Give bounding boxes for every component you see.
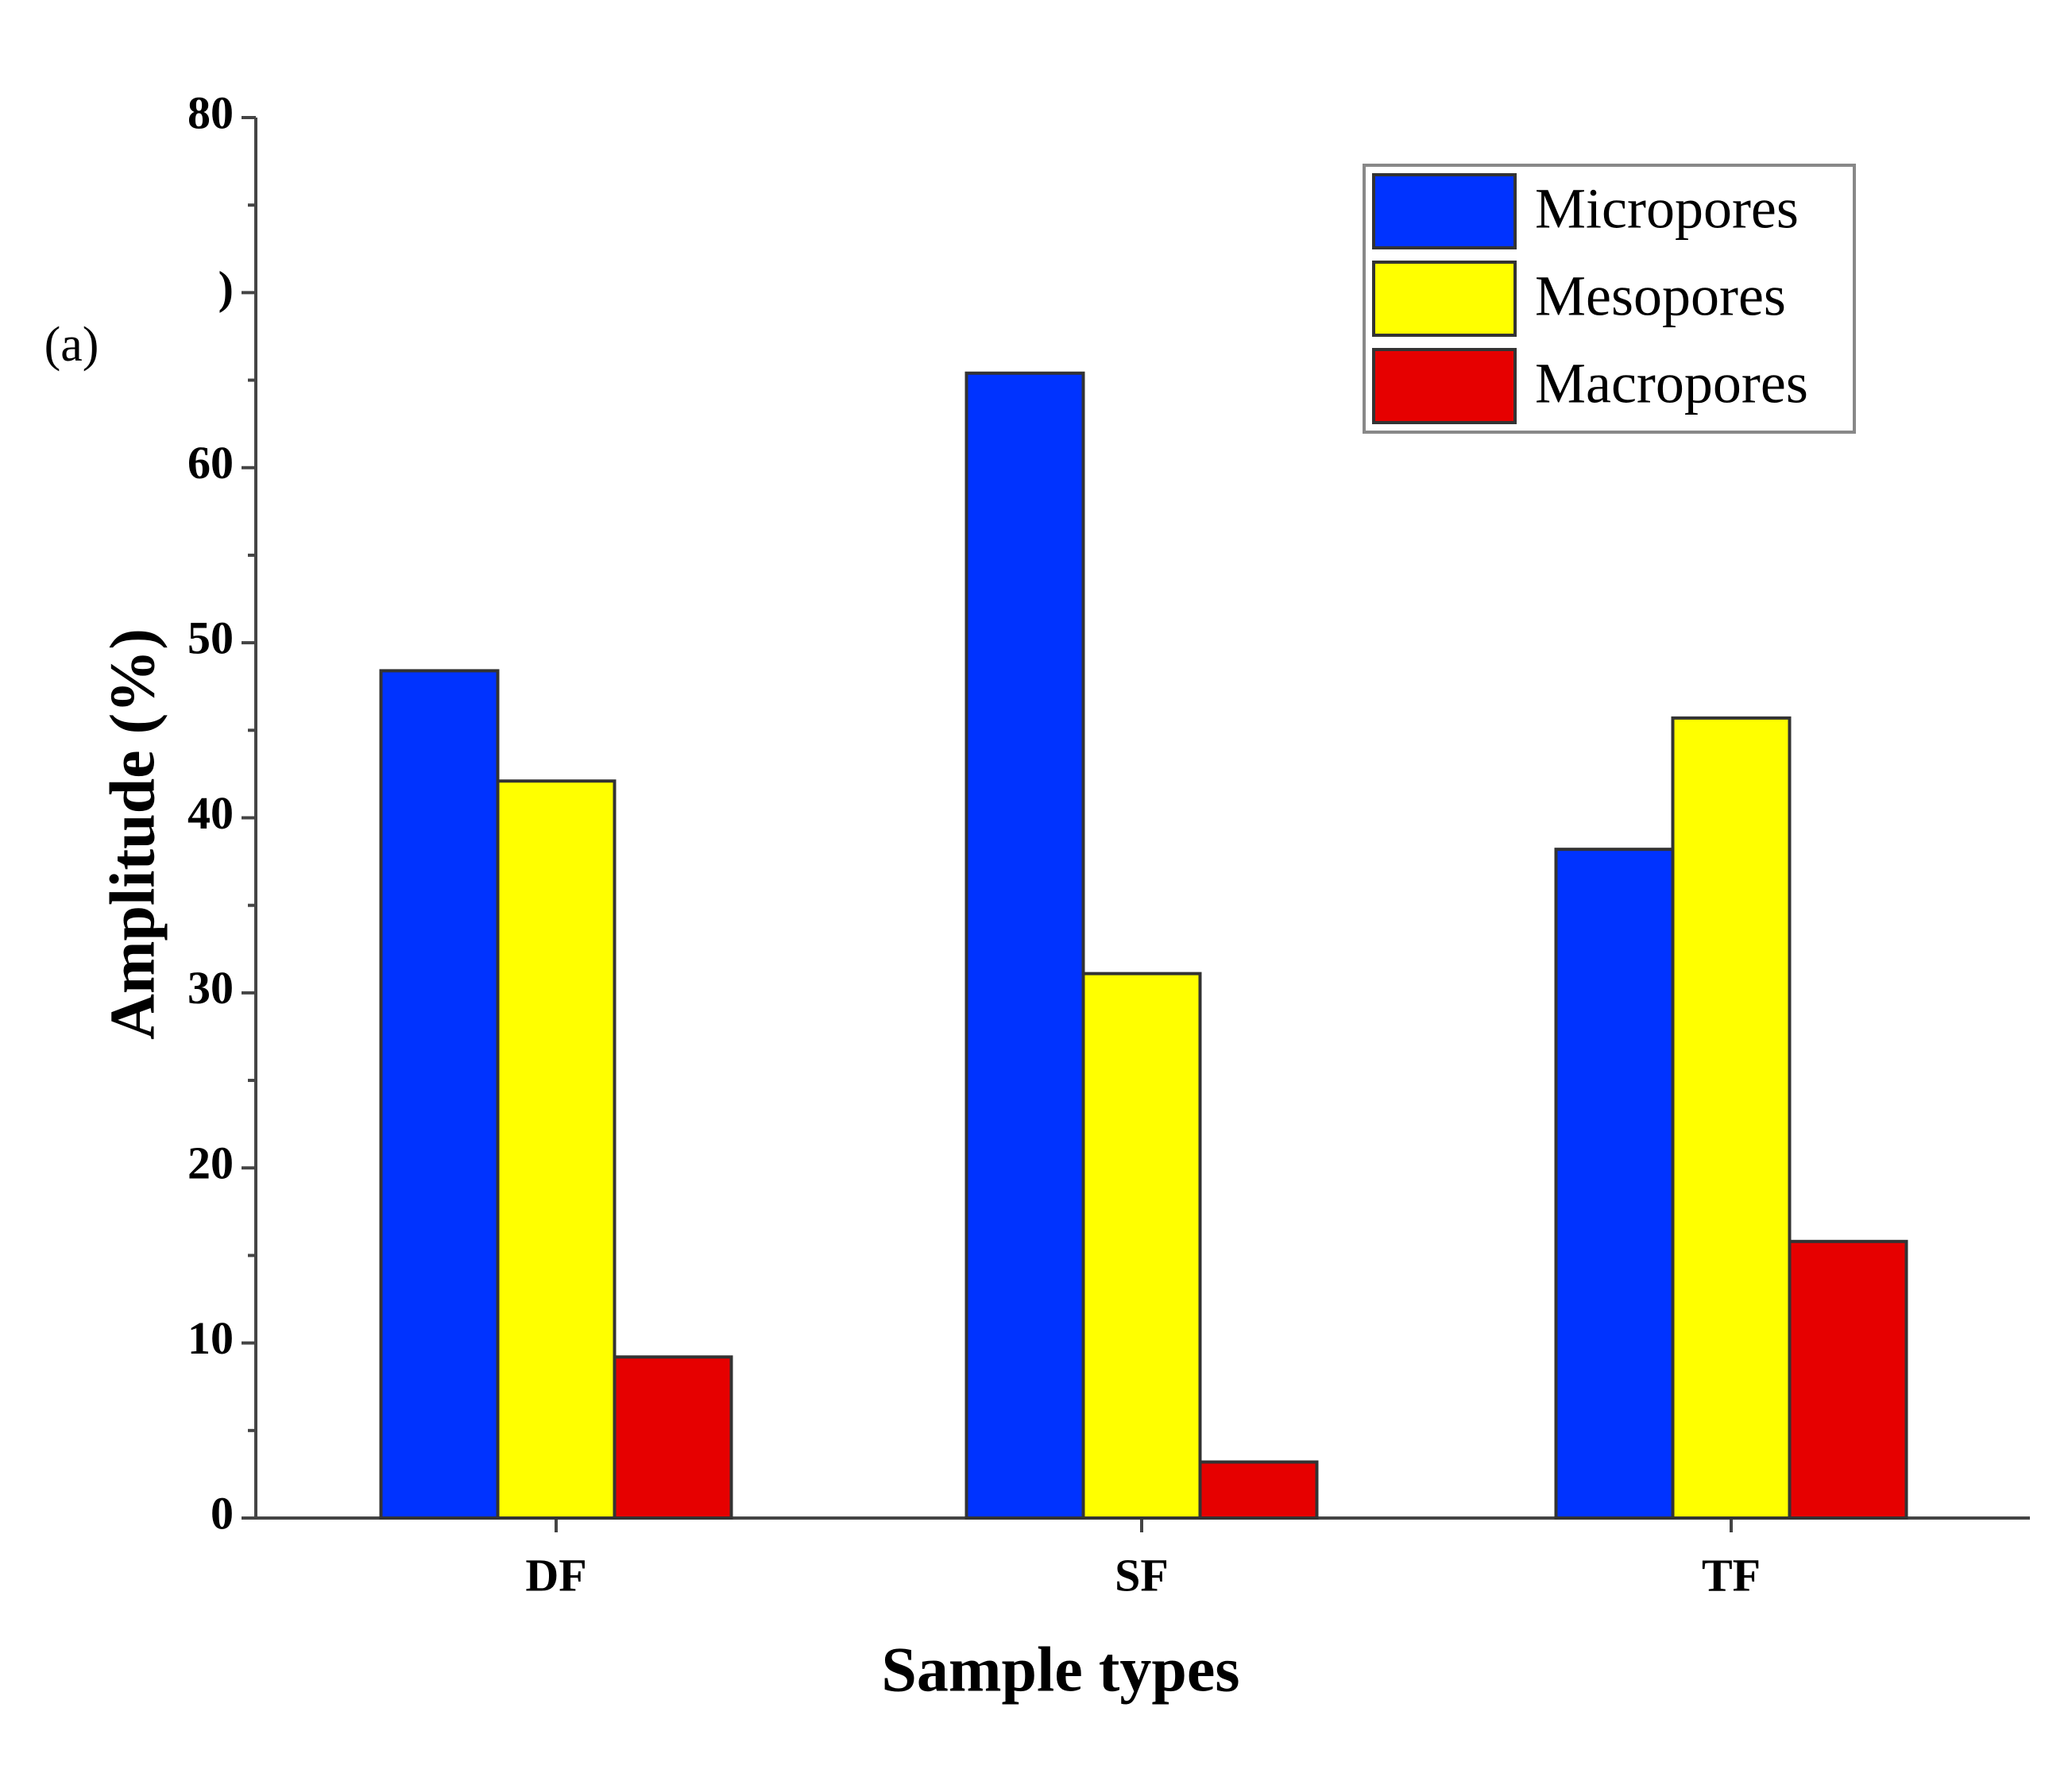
y-tick-label: 80 xyxy=(187,87,234,138)
bar xyxy=(613,1355,733,1520)
bar xyxy=(379,669,500,1520)
y-tick-label: ) xyxy=(218,262,234,314)
bar xyxy=(1788,1239,1908,1520)
legend-swatch xyxy=(1372,173,1517,249)
legend-swatch xyxy=(1372,261,1517,337)
y-axis-title: Amplitude (%) xyxy=(98,628,168,1040)
legend-swatch xyxy=(1372,348,1517,424)
bar xyxy=(964,371,1085,1520)
legend-label: Mesopores xyxy=(1535,265,1786,328)
y-tick-label: 10 xyxy=(187,1312,234,1364)
bar xyxy=(1554,848,1675,1520)
annotation: (a) xyxy=(44,318,99,372)
x-axis-title: Sample types xyxy=(881,1635,1239,1705)
y-tick-label: 40 xyxy=(187,787,234,839)
bar xyxy=(1081,972,1202,1520)
x-tick-label: SF xyxy=(1115,1549,1169,1601)
y-tick-label: 20 xyxy=(187,1138,234,1189)
y-tick-label: 30 xyxy=(187,962,234,1014)
y-tick-label: 0 xyxy=(211,1487,234,1539)
legend-label: Macropores xyxy=(1535,352,1808,415)
y-tick-label: 50 xyxy=(187,612,234,663)
bar xyxy=(496,779,617,1520)
legend-label: Micropores xyxy=(1535,177,1799,241)
x-tick-label: DF xyxy=(525,1549,586,1601)
bar xyxy=(1198,1460,1319,1520)
x-tick-label: TF xyxy=(1702,1549,1761,1601)
bar xyxy=(1671,716,1792,1520)
y-tick-label: 60 xyxy=(187,437,234,489)
